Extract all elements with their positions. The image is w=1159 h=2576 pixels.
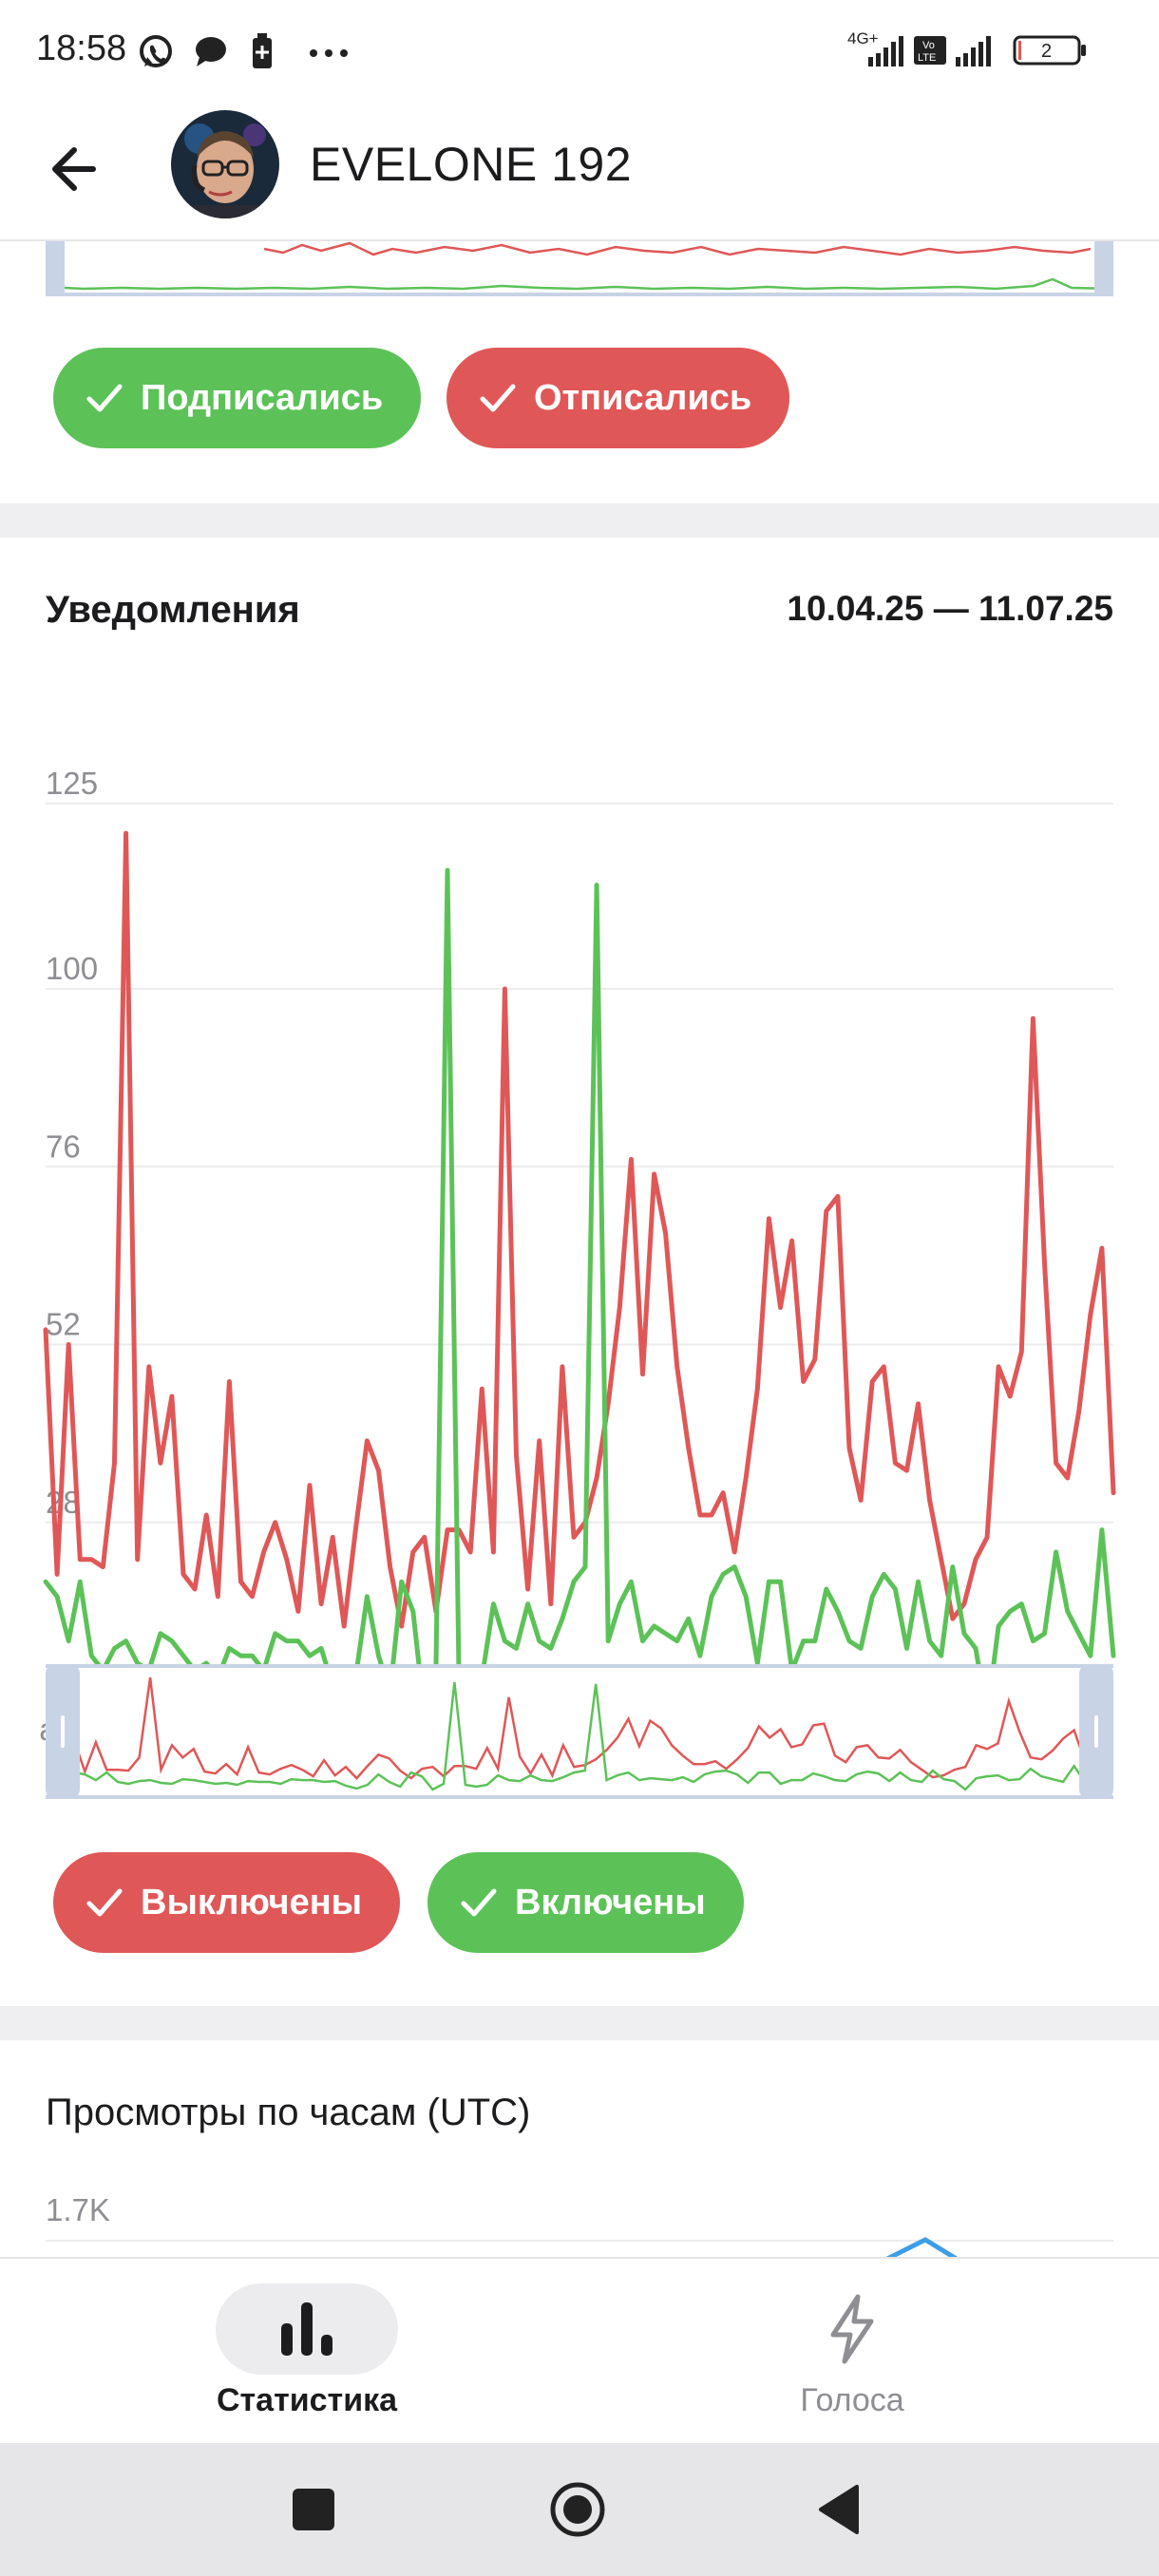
legend-unsubscribed-label: Отписались — [534, 377, 752, 418]
volte-icon: Vo LTE — [914, 36, 946, 65]
hourly-views-y-tick: 1.7K — [46, 2192, 110, 2227]
notification-icons — [140, 33, 348, 68]
checkmark-icon — [480, 384, 516, 412]
checkmark-icon — [86, 1888, 123, 1917]
gridline — [46, 2240, 1113, 2242]
chat-bubble-icon — [196, 37, 226, 66]
series-line-disabled — [43, 830, 1116, 1629]
notifications-chart[interactable]: 1251007652284апр. 14апр. 30мая 16июн. 1и… — [0, 680, 1159, 1744]
y-tick-label: 100 — [46, 951, 98, 986]
battery-icon: 2 — [1013, 35, 1086, 66]
nav-icon-wrap — [761, 2283, 943, 2375]
battery-level: 2 — [1041, 41, 1052, 62]
notifications-card: Уведомления 10.04.25 — 11.07.25 125 100 76… — [0, 538, 1159, 2006]
checkmark-icon — [461, 1888, 497, 1917]
more-dots-icon — [310, 49, 348, 57]
app-header: EVELONE 192 — [0, 99, 1159, 241]
legend-subscribed-toggle[interactable]: Подписались — [53, 348, 422, 448]
minimap-series-disabled — [72, 1676, 1087, 1780]
legend-unsubscribed-toggle[interactable]: Отписались — [446, 348, 790, 448]
hourly-views-title: Просмотры по часам (UTC) — [46, 2092, 531, 2133]
lightning-icon — [830, 2294, 874, 2364]
legend-subscribed-label: Подписались — [141, 377, 384, 418]
nav-tab-statistics[interactable]: Статистика — [17, 2259, 597, 2445]
nav-label-votes: Голоса — [800, 2382, 904, 2418]
y-tick-label: 76 — [46, 1128, 81, 1164]
network-label: 4G+ — [847, 29, 879, 47]
arrow-left-icon[interactable] — [42, 133, 114, 205]
minimap-frame-top — [46, 1664, 1113, 1668]
minimap-frame-bottom — [46, 1795, 1113, 1799]
battery-saver-icon — [253, 33, 272, 68]
notifications-title: Уведомления — [46, 589, 300, 631]
subscriptions-card: Подписались Отписались — [0, 241, 1159, 503]
back-triangle-icon[interactable] — [809, 2479, 870, 2540]
nav-icon-wrap — [216, 2283, 398, 2375]
hourly-views-card: Просмотры по часам (UTC) 1.7K — [0, 2040, 1159, 2261]
checkmark-icon — [86, 384, 123, 412]
svg-text:LTE: LTE — [918, 52, 936, 64]
hourly-views-line-peak — [884, 2237, 960, 2261]
recent-apps-icon[interactable] — [283, 2479, 344, 2540]
legend-disabled-toggle[interactable]: Выключены — [53, 1852, 401, 1953]
notifications-date-range[interactable]: 10.04.25 — 11.07.25 — [787, 589, 1113, 628]
status-right-icons: 4G+ Vo LTE 2 — [847, 29, 1086, 66]
whatsapp-icon — [140, 35, 172, 67]
minimap-background — [46, 1664, 1113, 1799]
signal-icon — [868, 36, 903, 66]
channel-name: EVELONE 192 — [310, 138, 633, 191]
series-line-enabled — [43, 867, 1116, 1718]
nav-tab-votes[interactable]: Голоса — [562, 2259, 1142, 2445]
system-navigation-bar — [0, 2443, 1159, 2576]
bottom-navigation: Статистика Голоса — [0, 2257, 1159, 2443]
home-icon[interactable] — [547, 2479, 608, 2540]
status-bar: 18:58 4G+ Vo LTE — [0, 0, 1159, 99]
y-tick-label: 52 — [46, 1307, 81, 1342]
bar-chart-icon — [281, 2302, 332, 2356]
subscriptions-minimap[interactable] — [46, 241, 1113, 298]
notifications-minimap[interactable] — [46, 1664, 1113, 1799]
channel-avatar[interactable] — [171, 110, 279, 218]
minimap-series-enabled — [73, 1681, 1087, 1791]
legend-enabled-label: Включены — [515, 1882, 706, 1923]
signal-icon-2 — [956, 36, 991, 66]
y-tick-label: 125 — [46, 766, 98, 801]
legend-disabled-label: Выключены — [141, 1882, 363, 1923]
svg-text:Vo: Vo — [922, 40, 935, 51]
nav-label-statistics: Статистика — [216, 2382, 398, 2418]
status-time: 18:58 — [36, 28, 127, 68]
legend-enabled-toggle[interactable]: Включены — [428, 1852, 744, 1953]
